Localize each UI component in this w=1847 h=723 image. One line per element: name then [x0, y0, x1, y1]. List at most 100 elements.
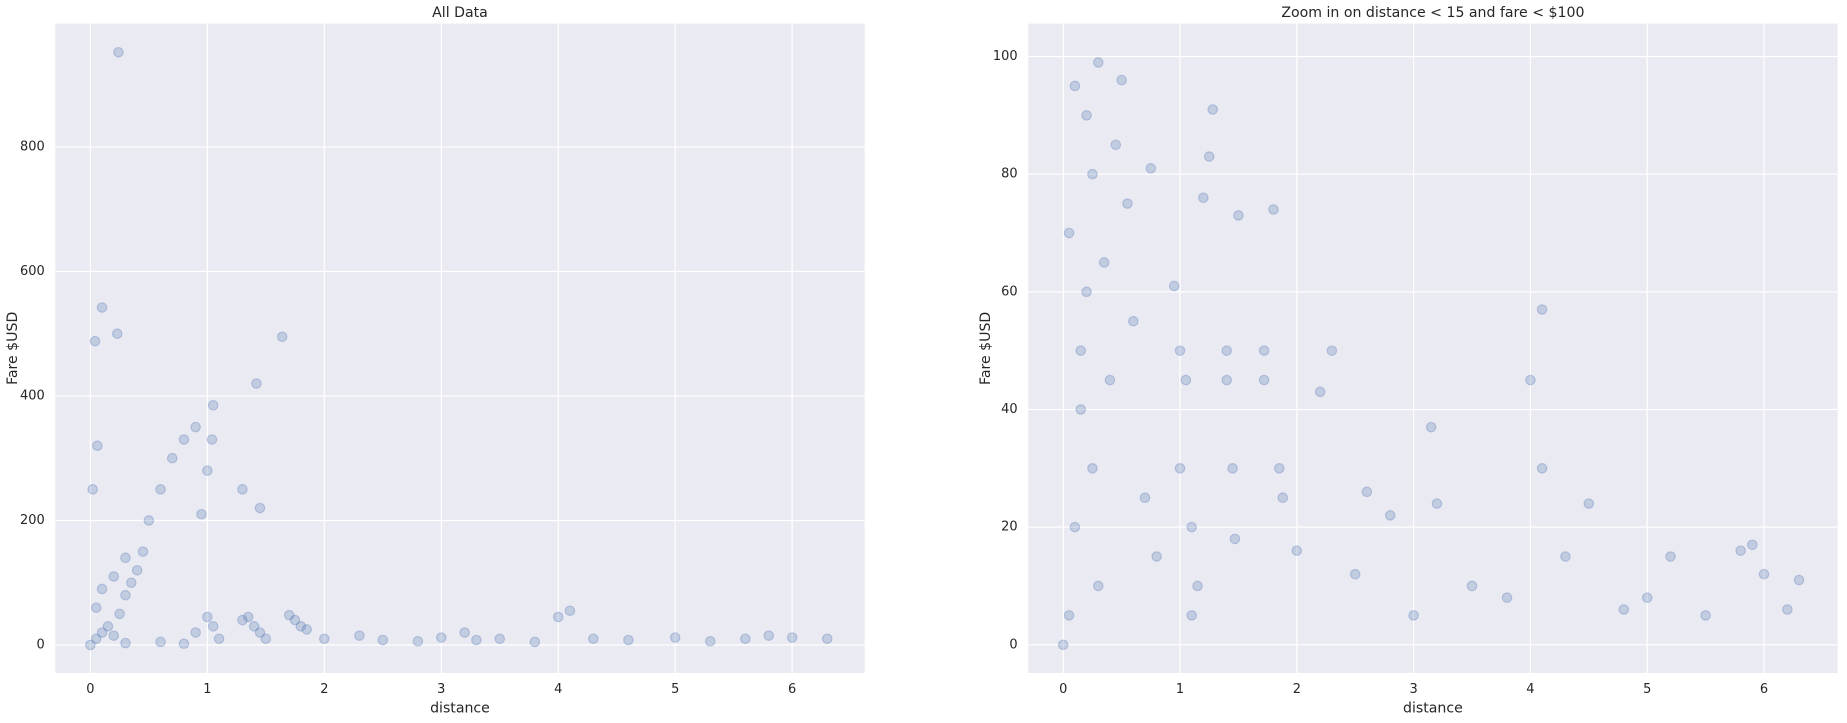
- point: [1314, 386, 1326, 398]
- point: [90, 633, 102, 645]
- point: [1536, 463, 1548, 474]
- point: [1229, 533, 1241, 545]
- point: [529, 636, 541, 648]
- point: [1747, 539, 1758, 551]
- x-tick-label: 4: [554, 682, 562, 697]
- x-tick-label: 6: [788, 682, 796, 697]
- point: [242, 611, 254, 623]
- point: [1227, 463, 1238, 474]
- point: [1700, 610, 1711, 621]
- point: [1665, 551, 1676, 562]
- y-tick-label: 20: [1001, 520, 1017, 535]
- point: [763, 630, 775, 641]
- point: [377, 634, 389, 646]
- point: [120, 637, 131, 649]
- point: [1408, 610, 1419, 621]
- point: [301, 624, 313, 635]
- point: [108, 571, 120, 582]
- point: [1098, 257, 1110, 268]
- point: [85, 639, 96, 651]
- x-tick-label: 3: [437, 682, 445, 697]
- point: [143, 515, 155, 526]
- point: [102, 621, 114, 632]
- plot-area: [55, 23, 865, 674]
- point: [1258, 345, 1270, 356]
- y-tick-label: 600: [20, 264, 45, 279]
- x-tick-label: 2: [320, 682, 328, 697]
- point: [623, 634, 634, 646]
- point: [113, 46, 124, 58]
- point: [190, 627, 201, 638]
- point: [435, 632, 447, 643]
- point: [669, 632, 681, 643]
- x-tick-label: 5: [1643, 682, 1651, 697]
- point: [96, 583, 108, 595]
- point: [1326, 345, 1338, 356]
- x-tick-label: 2: [1293, 682, 1301, 697]
- point: [1268, 204, 1279, 215]
- y-axis-label: Fare $USD: [5, 312, 21, 385]
- point: [1174, 463, 1186, 474]
- point: [248, 621, 260, 632]
- point: [1116, 74, 1127, 86]
- point: [1384, 510, 1396, 521]
- chart-title: Zoom in on distance < 15 and fare < $100: [1281, 5, 1584, 21]
- x-tick-label: 1: [203, 682, 211, 697]
- y-tick-label: 200: [20, 513, 45, 528]
- point: [289, 614, 301, 626]
- point: [459, 627, 470, 638]
- y-tick-label: 800: [20, 139, 45, 154]
- y-axis-label: Fare $USD: [978, 312, 994, 385]
- point: [1145, 163, 1157, 174]
- point: [114, 608, 125, 620]
- point: [206, 434, 218, 445]
- point: [1069, 80, 1081, 92]
- x-tick-label: 6: [1760, 682, 1768, 697]
- point: [1291, 545, 1303, 556]
- point: [1087, 168, 1098, 180]
- point: [1180, 374, 1192, 386]
- point: [1618, 604, 1630, 615]
- point: [1349, 568, 1361, 580]
- point: [1525, 374, 1536, 386]
- point: [471, 634, 482, 646]
- point: [1104, 374, 1116, 386]
- point: [207, 621, 219, 632]
- y-tick-label: 400: [20, 388, 45, 403]
- point: [704, 635, 716, 647]
- point: [1361, 486, 1373, 498]
- point: [1258, 374, 1270, 386]
- point: [1174, 345, 1186, 356]
- point: [92, 440, 103, 452]
- point: [354, 630, 365, 641]
- point: [1536, 304, 1548, 315]
- point: [260, 633, 272, 645]
- point: [190, 421, 201, 433]
- plot-area: [1028, 23, 1838, 674]
- point: [1092, 580, 1104, 592]
- point: [237, 614, 248, 626]
- point: [87, 484, 99, 495]
- point: [1560, 551, 1571, 562]
- point: [1087, 463, 1098, 474]
- point: [412, 635, 424, 647]
- point: [1233, 210, 1244, 221]
- point: [131, 564, 143, 576]
- point: [237, 484, 248, 495]
- point: [202, 611, 213, 623]
- point: [207, 399, 219, 411]
- point: [786, 632, 798, 643]
- point: [1186, 610, 1198, 621]
- point: [1168, 280, 1180, 292]
- point: [1274, 463, 1285, 474]
- point: [1057, 639, 1069, 651]
- point: [126, 577, 137, 589]
- x-axis-label: distance: [1403, 700, 1463, 716]
- point: [1277, 492, 1289, 504]
- point: [1758, 568, 1770, 580]
- point: [108, 630, 120, 641]
- point: [155, 484, 166, 495]
- point: [1122, 198, 1133, 209]
- point: [1641, 592, 1653, 604]
- point: [202, 465, 213, 476]
